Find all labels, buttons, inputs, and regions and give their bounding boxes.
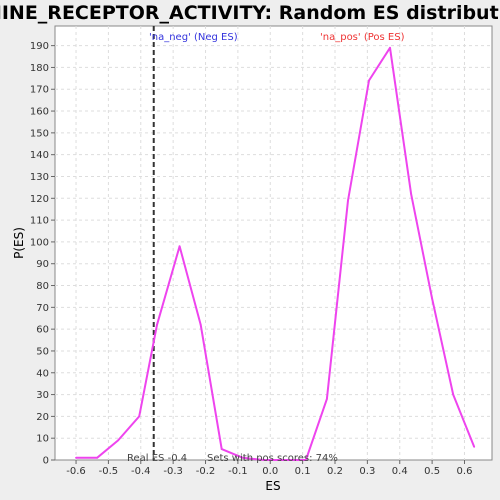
data-point	[347, 199, 349, 202]
y-tick-label: 170	[30, 85, 49, 96]
x-tick-label: -0.3	[163, 466, 183, 477]
y-tick-label: 120	[30, 194, 49, 205]
sets-pos-scores-text: Sets with pos scores: 74%	[207, 453, 338, 464]
data-point	[156, 323, 158, 326]
data-point	[96, 456, 98, 459]
data-point	[473, 446, 476, 448]
y-axis-label: P(ES)	[12, 227, 26, 259]
data-point	[410, 193, 412, 195]
y-tick-label: 110	[30, 216, 49, 227]
data-point	[241, 456, 244, 459]
y-tick-label: 140	[30, 150, 49, 161]
y-tick-label: 0	[43, 456, 49, 467]
data-point	[389, 46, 391, 49]
series-line	[76, 46, 476, 461]
data-point	[368, 79, 370, 82]
x-axis: -0.6 -0.5 -0.4 -0.3 -0.2 -0.1 0.0 0.1 0.2 0.3 0.4 0…	[66, 460, 472, 477]
data-point	[431, 297, 433, 300]
grid	[55, 26, 492, 460]
data-point	[305, 459, 307, 461]
x-axis-label: ES	[265, 479, 280, 493]
y-tick-label: 100	[30, 237, 49, 248]
y-axis: 0 10 20 30 40 50 60 70 80 90 100 110 120 130 140 150 160…	[30, 41, 55, 467]
x-tick-label: 0.4	[392, 466, 408, 477]
y-tick-label: 190	[30, 41, 49, 52]
y-tick-label: 30	[36, 390, 49, 401]
x-tick-label: -0.6	[66, 466, 86, 477]
y-tick-label: 20	[36, 412, 49, 423]
y-tick-label: 90	[36, 259, 49, 270]
data-point	[117, 439, 119, 442]
x-tick-label: 0.1	[295, 466, 311, 477]
y-tick-label: 160	[30, 107, 49, 118]
data-point	[262, 459, 265, 461]
neg-es-label: 'na_neg' (Neg ES)	[149, 32, 238, 43]
data-point	[452, 393, 455, 396]
x-tick-label: -0.1	[228, 466, 248, 477]
x-tick-label: 0.2	[327, 466, 343, 477]
x-tick-label: -0.2	[196, 466, 216, 477]
plot-area	[54, 25, 493, 461]
real-es-text: Real ES -0.4	[127, 453, 187, 464]
y-tick-label: 70	[36, 303, 49, 314]
series-group	[75, 46, 476, 461]
x-tick-label: -0.4	[131, 466, 151, 477]
data-point	[75, 456, 77, 459]
data-point	[283, 459, 286, 461]
y-tick-label: 10	[36, 434, 49, 445]
data-point	[178, 245, 181, 248]
y-tick-label: 80	[36, 281, 49, 292]
chart-title: AMINE_RECEPTOR_ACTIVITY: Random ES distr…	[0, 2, 500, 24]
x-tick-label: 0.5	[424, 466, 440, 477]
y-tick-label: 50	[36, 346, 49, 357]
data-point	[326, 398, 328, 400]
x-tick-label: 0.6	[457, 466, 473, 477]
x-tick-label: -0.5	[99, 466, 119, 477]
data-point	[199, 323, 202, 326]
x-tick-label: 0.0	[262, 466, 278, 477]
x-tick-label: 0.3	[359, 466, 375, 477]
y-tick-label: 150	[30, 128, 49, 139]
y-tick-label: 60	[36, 325, 49, 336]
y-tick-label: 180	[30, 63, 49, 74]
data-point	[138, 415, 141, 418]
y-tick-label: 130	[30, 172, 49, 183]
pos-es-label: 'na_pos' (Pos ES)	[320, 32, 405, 43]
y-tick-label: 40	[36, 368, 49, 379]
data-point	[220, 448, 223, 450]
